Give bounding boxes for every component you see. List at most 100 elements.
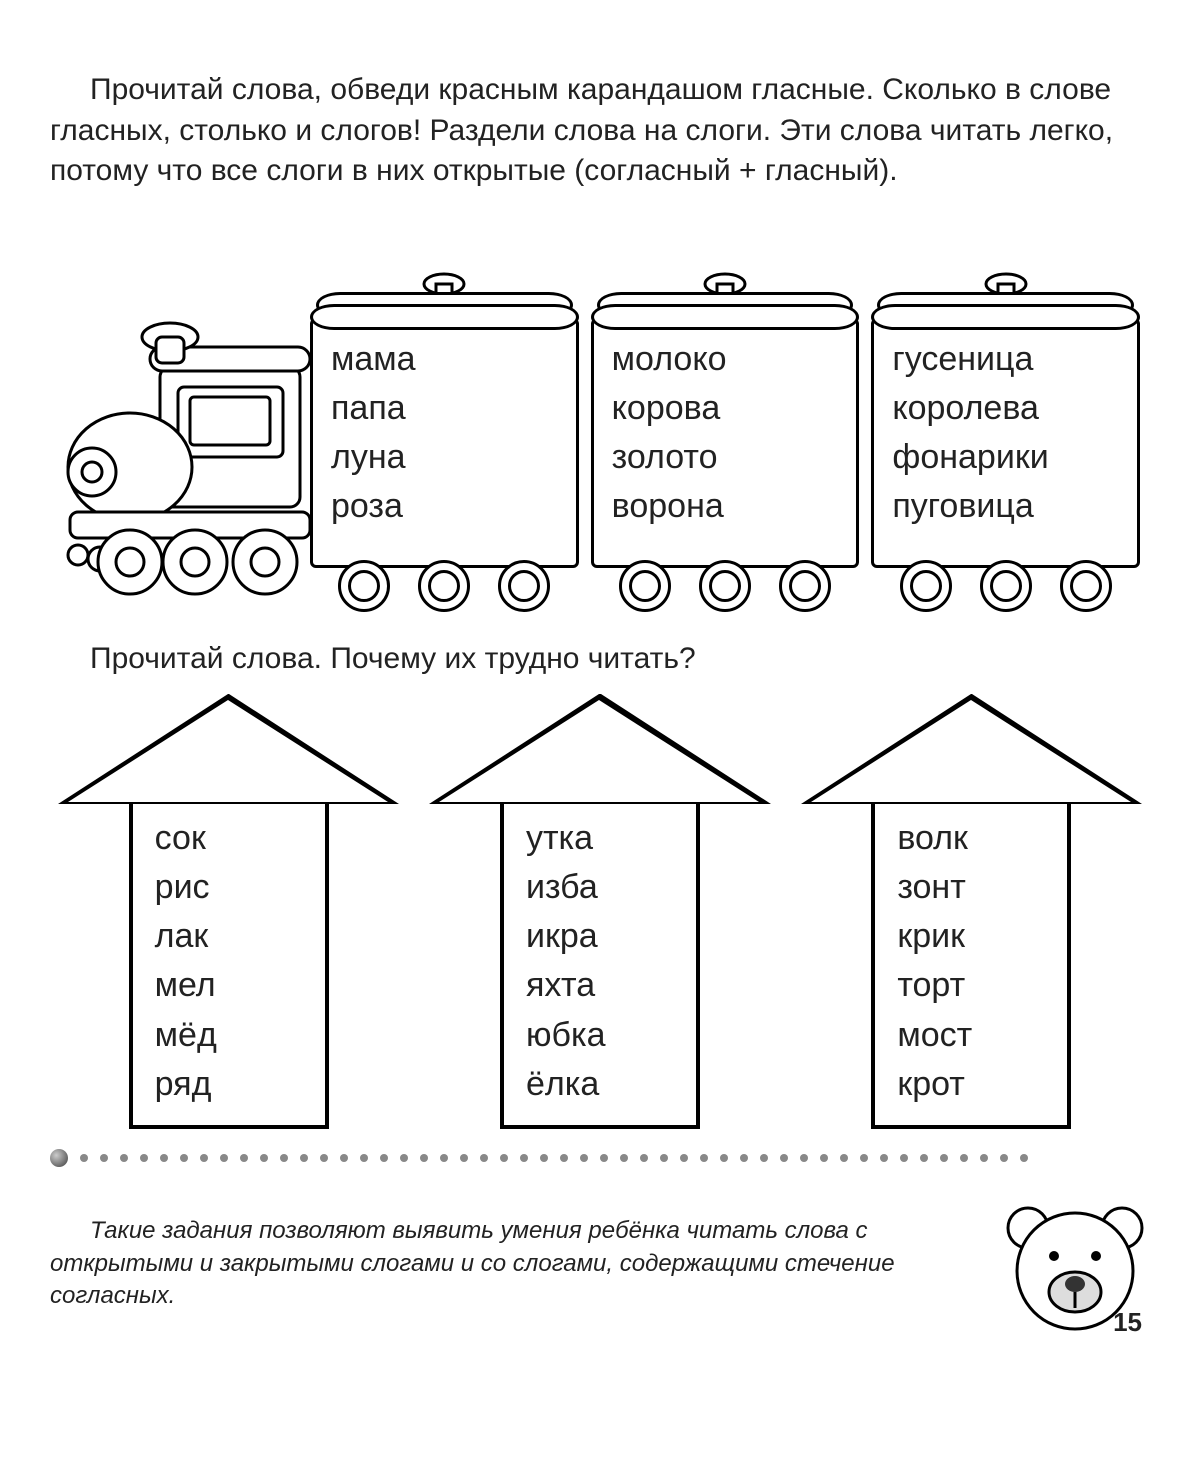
arrow-word: икра (526, 912, 674, 961)
footnote-text: Такие задания позволяют выявить умения р… (50, 1215, 980, 1312)
dot-small-icon (820, 1154, 828, 1162)
train-word: гусеница (892, 335, 1119, 384)
dot-large-icon (50, 1149, 68, 1167)
dot-small-icon (80, 1154, 88, 1162)
dot-small-icon (860, 1154, 868, 1162)
dot-small-icon (180, 1154, 188, 1162)
wheel-icon (338, 560, 390, 612)
dot-small-icon (780, 1154, 788, 1162)
dot-small-icon (660, 1154, 668, 1162)
car-word-list: гусеницакоролевафонарикипуговица (871, 318, 1140, 568)
dot-small-icon (380, 1154, 388, 1162)
arrow-word: ёлка (526, 1060, 674, 1109)
dot-small-icon (880, 1154, 888, 1162)
dot-small-icon (980, 1154, 988, 1162)
arrow-word-list: сокрислакмелмёдряд (129, 804, 329, 1130)
wheel-icon (779, 560, 831, 612)
arrow-word: изба (526, 863, 674, 912)
train-word: молоко (612, 335, 839, 384)
dot-small-icon (700, 1154, 708, 1162)
arrow-word: яхта (526, 961, 674, 1010)
dot-small-icon (500, 1154, 508, 1162)
train-word: роза (331, 482, 558, 531)
intro-text: Прочитай слова, обведи красным карандашо… (50, 70, 1150, 192)
dot-small-icon (260, 1154, 268, 1162)
arrow-head-icon (429, 694, 770, 804)
arrow-word-list: уткаизбаикраяхтаюбкаёлка (500, 804, 700, 1130)
dot-small-icon (120, 1154, 128, 1162)
dot-small-icon (280, 1154, 288, 1162)
dot-small-icon (900, 1154, 908, 1162)
dot-small-icon (240, 1154, 248, 1162)
dot-small-icon (540, 1154, 548, 1162)
dot-small-icon (1020, 1154, 1028, 1162)
train-word: луна (331, 433, 558, 482)
dot-small-icon (1000, 1154, 1008, 1162)
arrow-word: сок (155, 814, 303, 863)
dot-small-icon (140, 1154, 148, 1162)
dot-small-icon (740, 1154, 748, 1162)
train-word: фонарики (892, 433, 1119, 482)
dot-small-icon (400, 1154, 408, 1162)
wheel-icon (900, 560, 952, 612)
train-word: золото (612, 433, 839, 482)
dot-small-icon (760, 1154, 768, 1162)
dot-small-icon (340, 1154, 348, 1162)
dot-small-icon (360, 1154, 368, 1162)
dot-small-icon (420, 1154, 428, 1162)
wheel-icon (619, 560, 671, 612)
subheading: Прочитай слова. Почему их трудно читать? (50, 642, 1150, 676)
arrow-column: волкзонткриктортмосткрот (801, 694, 1142, 1130)
arrow-word: ряд (155, 1060, 303, 1109)
locomotive-icon (50, 307, 320, 607)
dot-small-icon (960, 1154, 968, 1162)
train-word: королева (892, 384, 1119, 433)
arrow-word: зонт (897, 863, 1045, 912)
arrow-word: юбка (526, 1011, 674, 1060)
car-word-list: мамапапалунароза (310, 318, 579, 568)
arrow-word: волк (897, 814, 1045, 863)
arrow-word: рис (155, 863, 303, 912)
train-car: молококоровазолотоворона (591, 318, 860, 612)
dot-small-icon (200, 1154, 208, 1162)
dot-small-icon (300, 1154, 308, 1162)
train-figure: мамапапалунарозамолококоровазолотоворона… (50, 212, 1150, 612)
arrow-word: мёд (155, 1011, 303, 1060)
page-number: 15 (1113, 1307, 1142, 1338)
arrow-head-icon (801, 694, 1142, 804)
train-word: мама (331, 335, 558, 384)
dot-small-icon (720, 1154, 728, 1162)
car-word-list: молококоровазолотоворона (591, 318, 860, 568)
dot-small-icon (460, 1154, 468, 1162)
arrows-row: сокрислакмелмёдряд уткаизбаикраяхтаюбкаёл… (50, 694, 1150, 1130)
arrow-word: крот (897, 1060, 1045, 1109)
wheel-icon (699, 560, 751, 612)
arrow-word: лак (155, 912, 303, 961)
dot-small-icon (480, 1154, 488, 1162)
arrow-column: уткаизбаикраяхтаюбкаёлка (429, 694, 770, 1130)
train-word: пуговица (892, 482, 1119, 531)
dot-small-icon (620, 1154, 628, 1162)
arrow-column: сокрислакмелмёдряд (58, 694, 399, 1130)
arrow-word: мел (155, 961, 303, 1010)
train-car: мамапапалунароза (310, 318, 579, 612)
wheel-icon (980, 560, 1032, 612)
arrow-word: крик (897, 912, 1045, 961)
train-word: корова (612, 384, 839, 433)
dot-small-icon (560, 1154, 568, 1162)
dot-small-icon (680, 1154, 688, 1162)
dot-small-icon (520, 1154, 528, 1162)
wheel-icon (498, 560, 550, 612)
dot-small-icon (940, 1154, 948, 1162)
dotted-separator (50, 1149, 1150, 1167)
dot-small-icon (920, 1154, 928, 1162)
arrow-head-icon (58, 694, 399, 804)
dot-small-icon (100, 1154, 108, 1162)
dot-small-icon (440, 1154, 448, 1162)
train-word: ворона (612, 482, 839, 531)
train-word: папа (331, 384, 558, 433)
dot-small-icon (160, 1154, 168, 1162)
dot-small-icon (220, 1154, 228, 1162)
train-car: гусеницакоролевафонарикипуговица (871, 318, 1140, 612)
wheel-icon (418, 560, 470, 612)
